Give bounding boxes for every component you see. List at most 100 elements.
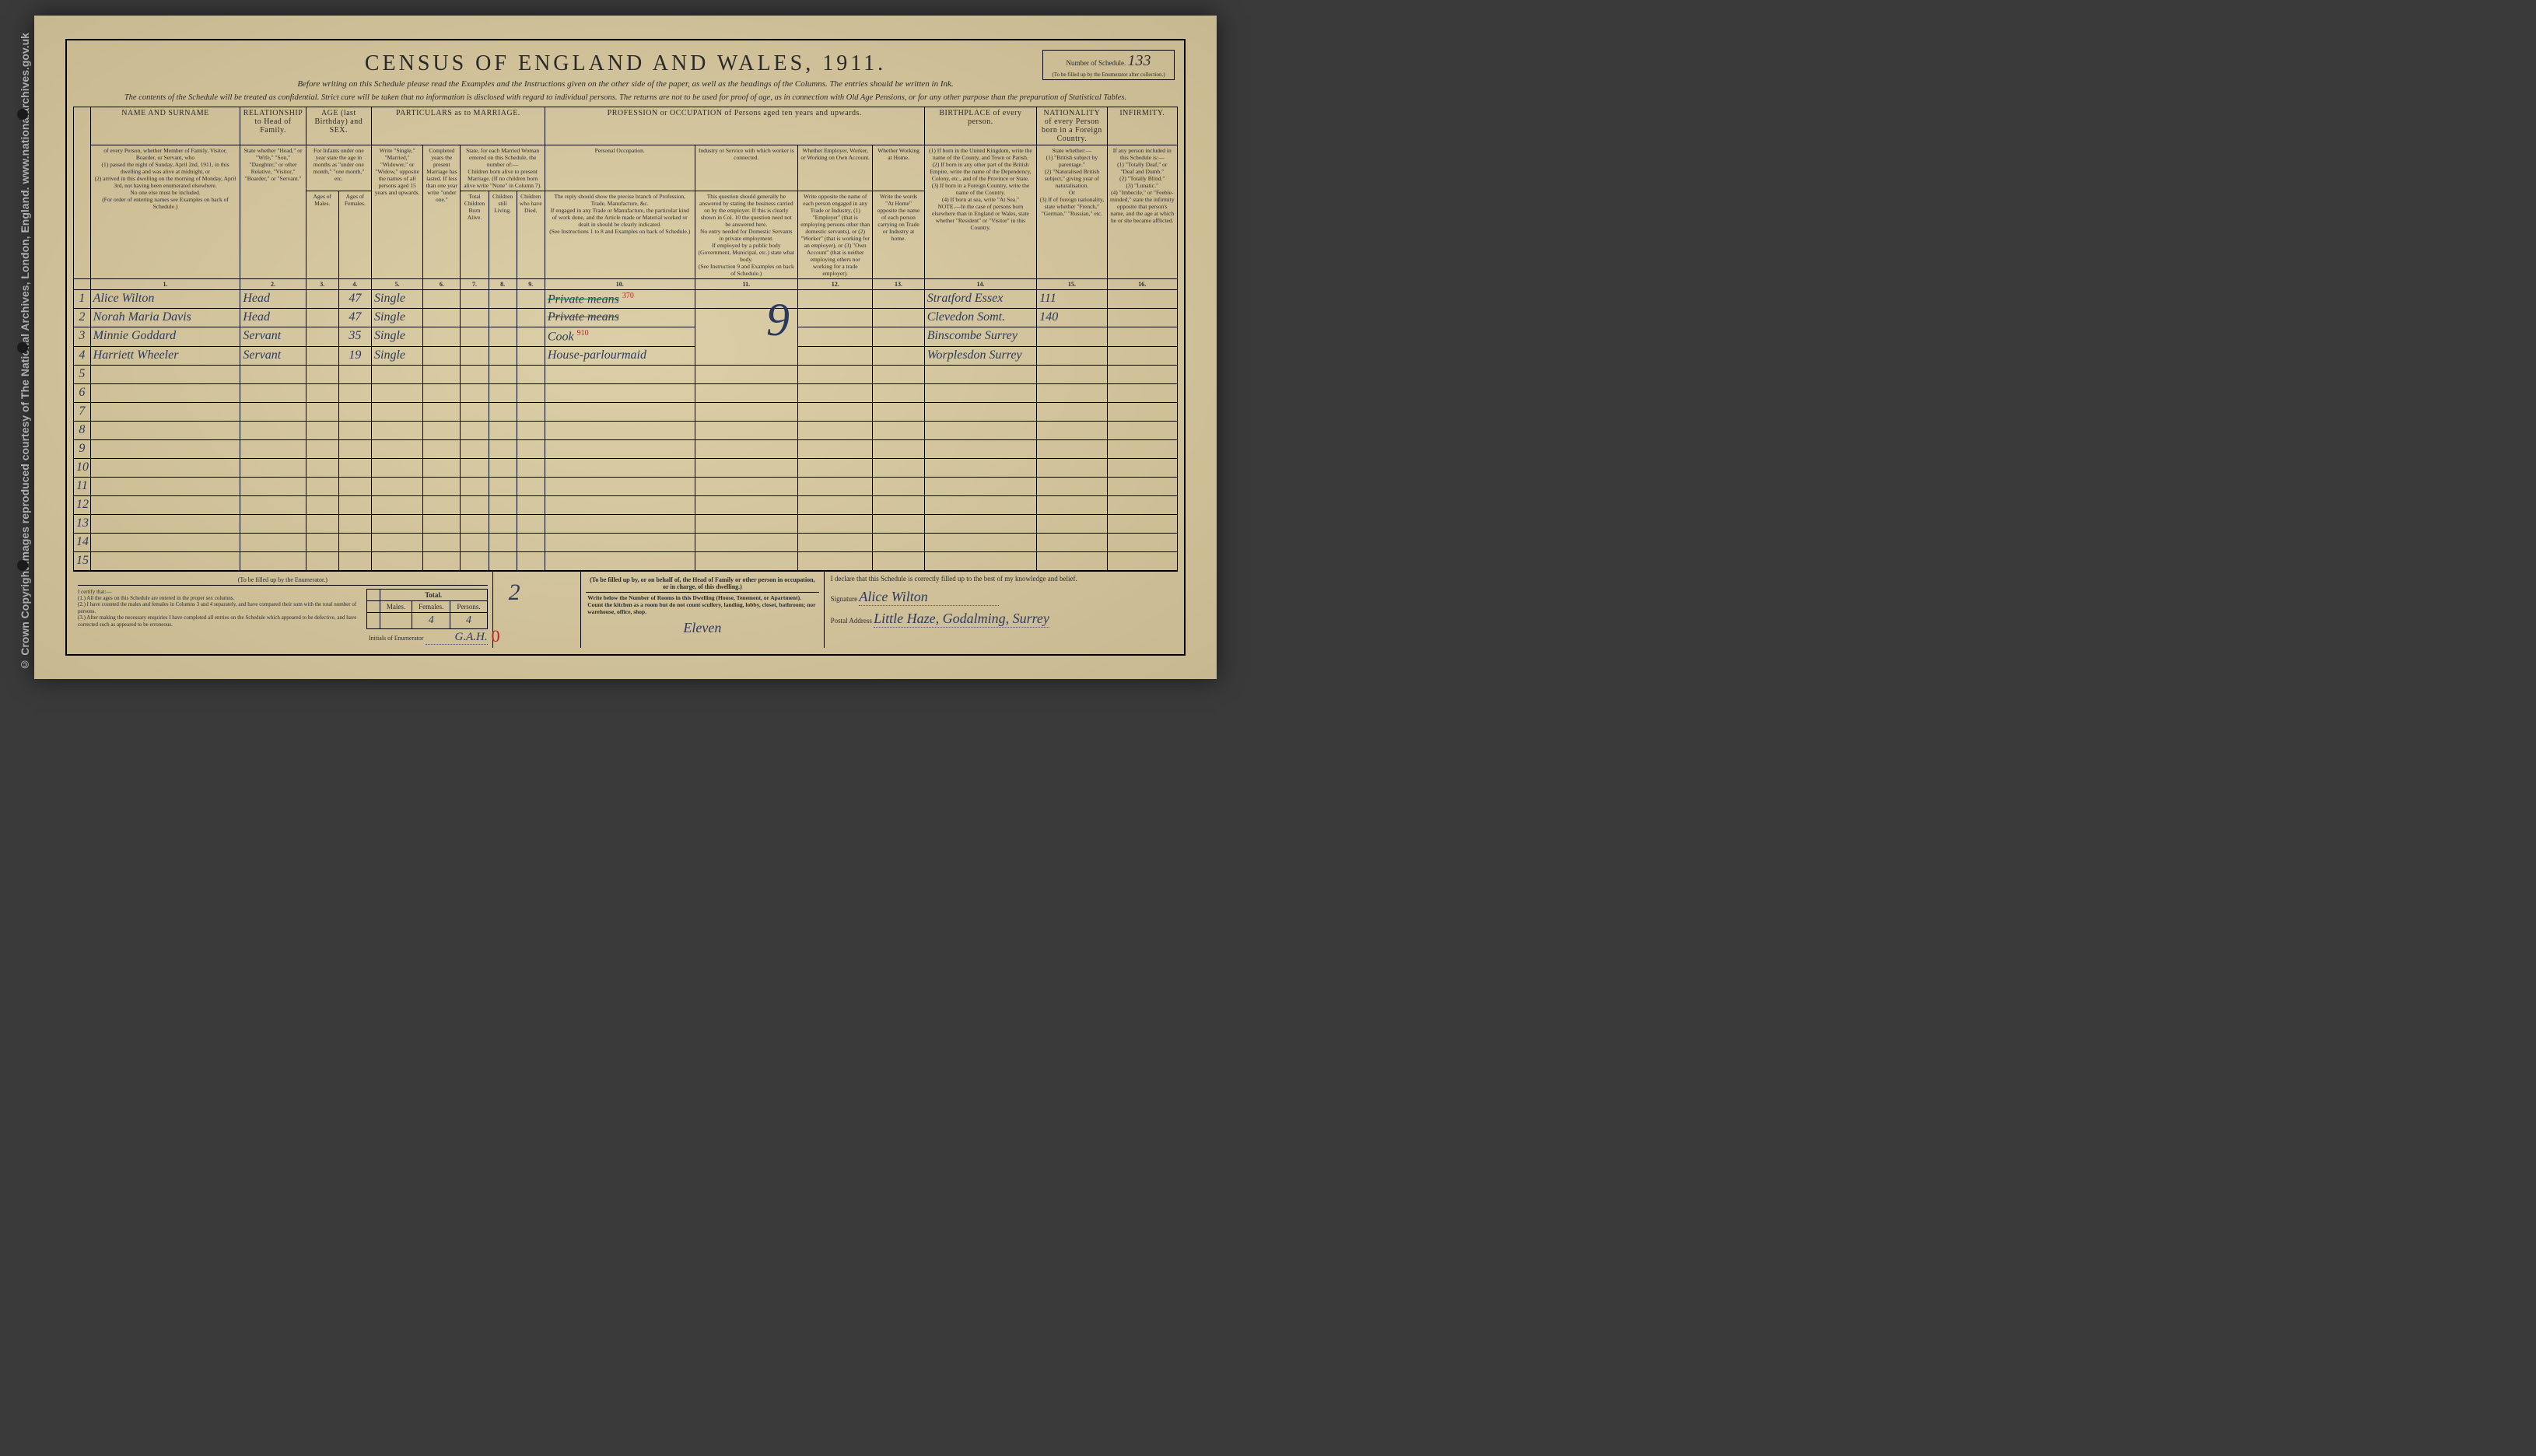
rooms-value: Eleven — [586, 620, 818, 636]
table-row: 9 — [74, 439, 1178, 458]
table-row: 4Harriett WheelerServant19SingleHouse-pa… — [74, 346, 1178, 365]
cell-occupation — [545, 421, 695, 439]
cell-age-f — [338, 514, 371, 533]
cell-rel: Head — [240, 290, 306, 309]
cell-marriage — [372, 365, 423, 383]
table-row: 15 — [74, 551, 1178, 570]
cell-age-m — [306, 402, 338, 421]
instr-occ: The reply should show the precise branch… — [545, 191, 695, 279]
cell-birthplace — [924, 533, 1037, 551]
cell-rel — [240, 533, 306, 551]
family-label: (To be filled up by, or on behalf of, th… — [586, 575, 818, 593]
cell-age-f — [338, 458, 371, 477]
instr-industry: This question should generally be answer… — [695, 191, 797, 279]
table-row: 3Minnie GoddardServant35SingleCook 910Bi… — [74, 327, 1178, 346]
instr-rel: State whether "Head," or "Wife," "Son," … — [240, 145, 306, 279]
cell-birthplace — [924, 458, 1037, 477]
cell-age-f — [338, 477, 371, 495]
instr-age: For Infants under one year state the age… — [306, 145, 371, 191]
subtitle: Before writing on this Schedule please r… — [81, 79, 1170, 89]
cell-rel — [240, 477, 306, 495]
cell-marriage — [372, 551, 423, 570]
rooms-instr: Write below the Number of Rooms in this … — [586, 593, 818, 617]
cell-code — [1037, 346, 1107, 365]
cell-occupation: Cook 910 — [545, 327, 695, 346]
cell-rel — [240, 495, 306, 514]
cell-code — [1037, 551, 1107, 570]
cell-occupation — [545, 533, 695, 551]
cell-occupation — [545, 439, 695, 458]
cell-age-m — [306, 327, 338, 346]
schedule-number-box: Number of Schedule. 133 (To be filled up… — [1042, 50, 1175, 80]
cell-code — [1037, 421, 1107, 439]
cell-code — [1037, 477, 1107, 495]
table-row: 14 — [74, 533, 1178, 551]
cell-age-f: 47 — [338, 309, 371, 327]
instr-athome: Write the words "At Home" opposite the n… — [873, 191, 924, 279]
cell-occupation — [545, 514, 695, 533]
cell-occupation — [545, 495, 695, 514]
cell-age-f — [338, 439, 371, 458]
cell-marriage: Single — [372, 327, 423, 346]
cell-name: Alice Wilton — [90, 290, 240, 309]
cell-name — [90, 439, 240, 458]
declaration: I declare that this Schedule is correctl… — [831, 575, 1172, 583]
cell-code: 111 — [1037, 290, 1107, 309]
cell-name: Norah Maria Davis — [90, 309, 240, 327]
instr-industry-head: Industry or Service with which worker is… — [695, 145, 797, 191]
cell-age-f — [338, 402, 371, 421]
census-table: NAME AND SURNAME RELATIONSHIP to Head of… — [73, 107, 1178, 571]
schedule-note: (To be filled up by the Enumerator after… — [1052, 72, 1165, 78]
col-profession: PROFESSION or OCCUPATION of Persons aged… — [545, 107, 924, 145]
cell-birthplace — [924, 439, 1037, 458]
schedule-label: Number of Schedule. — [1067, 59, 1126, 67]
table-row: 1Alice WiltonHead47SinglePrivate means 3… — [74, 290, 1178, 309]
col-nationality: NATIONALITY of every Person born in a Fo… — [1037, 107, 1107, 145]
census-page: Number of Schedule. 133 (To be filled up… — [34, 16, 1217, 679]
instr-employer: Write opposite the name of each person e… — [798, 191, 873, 279]
children-living: Children still Living. — [489, 191, 517, 279]
cell-code — [1037, 327, 1107, 346]
instr-birthplace: (1) If born in the United Kingdom, write… — [924, 145, 1037, 279]
confidential-notice: The contents of the Schedule will be tre… — [81, 93, 1170, 102]
totals-table: Total. Males.Females.Persons. 4 4 — [366, 589, 488, 629]
cell-name — [90, 533, 240, 551]
cell-name — [90, 421, 240, 439]
footer: (To be filled up by the Enumerator.) I c… — [73, 571, 1178, 648]
cell-rel — [240, 402, 306, 421]
table-row: 7 — [74, 402, 1178, 421]
cell-name — [90, 551, 240, 570]
cell-code — [1037, 402, 1107, 421]
cell-age-m — [306, 439, 338, 458]
cell-age-m — [306, 365, 338, 383]
cell-age-f — [338, 551, 371, 570]
cell-rel: Servant — [240, 327, 306, 346]
cell-code — [1037, 495, 1107, 514]
cell-marriage — [372, 533, 423, 551]
col-infirmity: INFIRMITY. — [1107, 107, 1177, 145]
table-row: 10 — [74, 458, 1178, 477]
cell-occupation — [545, 402, 695, 421]
cell-rel — [240, 458, 306, 477]
cell-code: 140 — [1037, 309, 1107, 327]
cell-name — [90, 365, 240, 383]
cell-birthplace — [924, 514, 1037, 533]
cell-age-m — [306, 458, 338, 477]
cell-marriage: Single — [372, 290, 423, 309]
schedule-number: 133 — [1127, 52, 1151, 69]
cell-age-f — [338, 495, 371, 514]
certify-text: I certify that:— (1.) All the ages on th… — [78, 589, 362, 629]
table-row: 5 — [74, 365, 1178, 383]
cell-age-m — [306, 309, 338, 327]
cell-occupation: House-parlourmaid — [545, 346, 695, 365]
cell-rel — [240, 383, 306, 402]
cell-birthplace — [924, 551, 1037, 570]
cell-code — [1037, 383, 1107, 402]
cell-marriage — [372, 495, 423, 514]
cell-age-m — [306, 551, 338, 570]
instr-athome-head: Whether Working at Home. — [873, 145, 924, 191]
instr-infirmity: If any person included in this Schedule … — [1107, 145, 1177, 279]
cell-marriage — [372, 458, 423, 477]
instr-employer-head: Whether Employer, Worker, or Working on … — [798, 145, 873, 191]
cell-occupation: Private means — [545, 309, 695, 327]
